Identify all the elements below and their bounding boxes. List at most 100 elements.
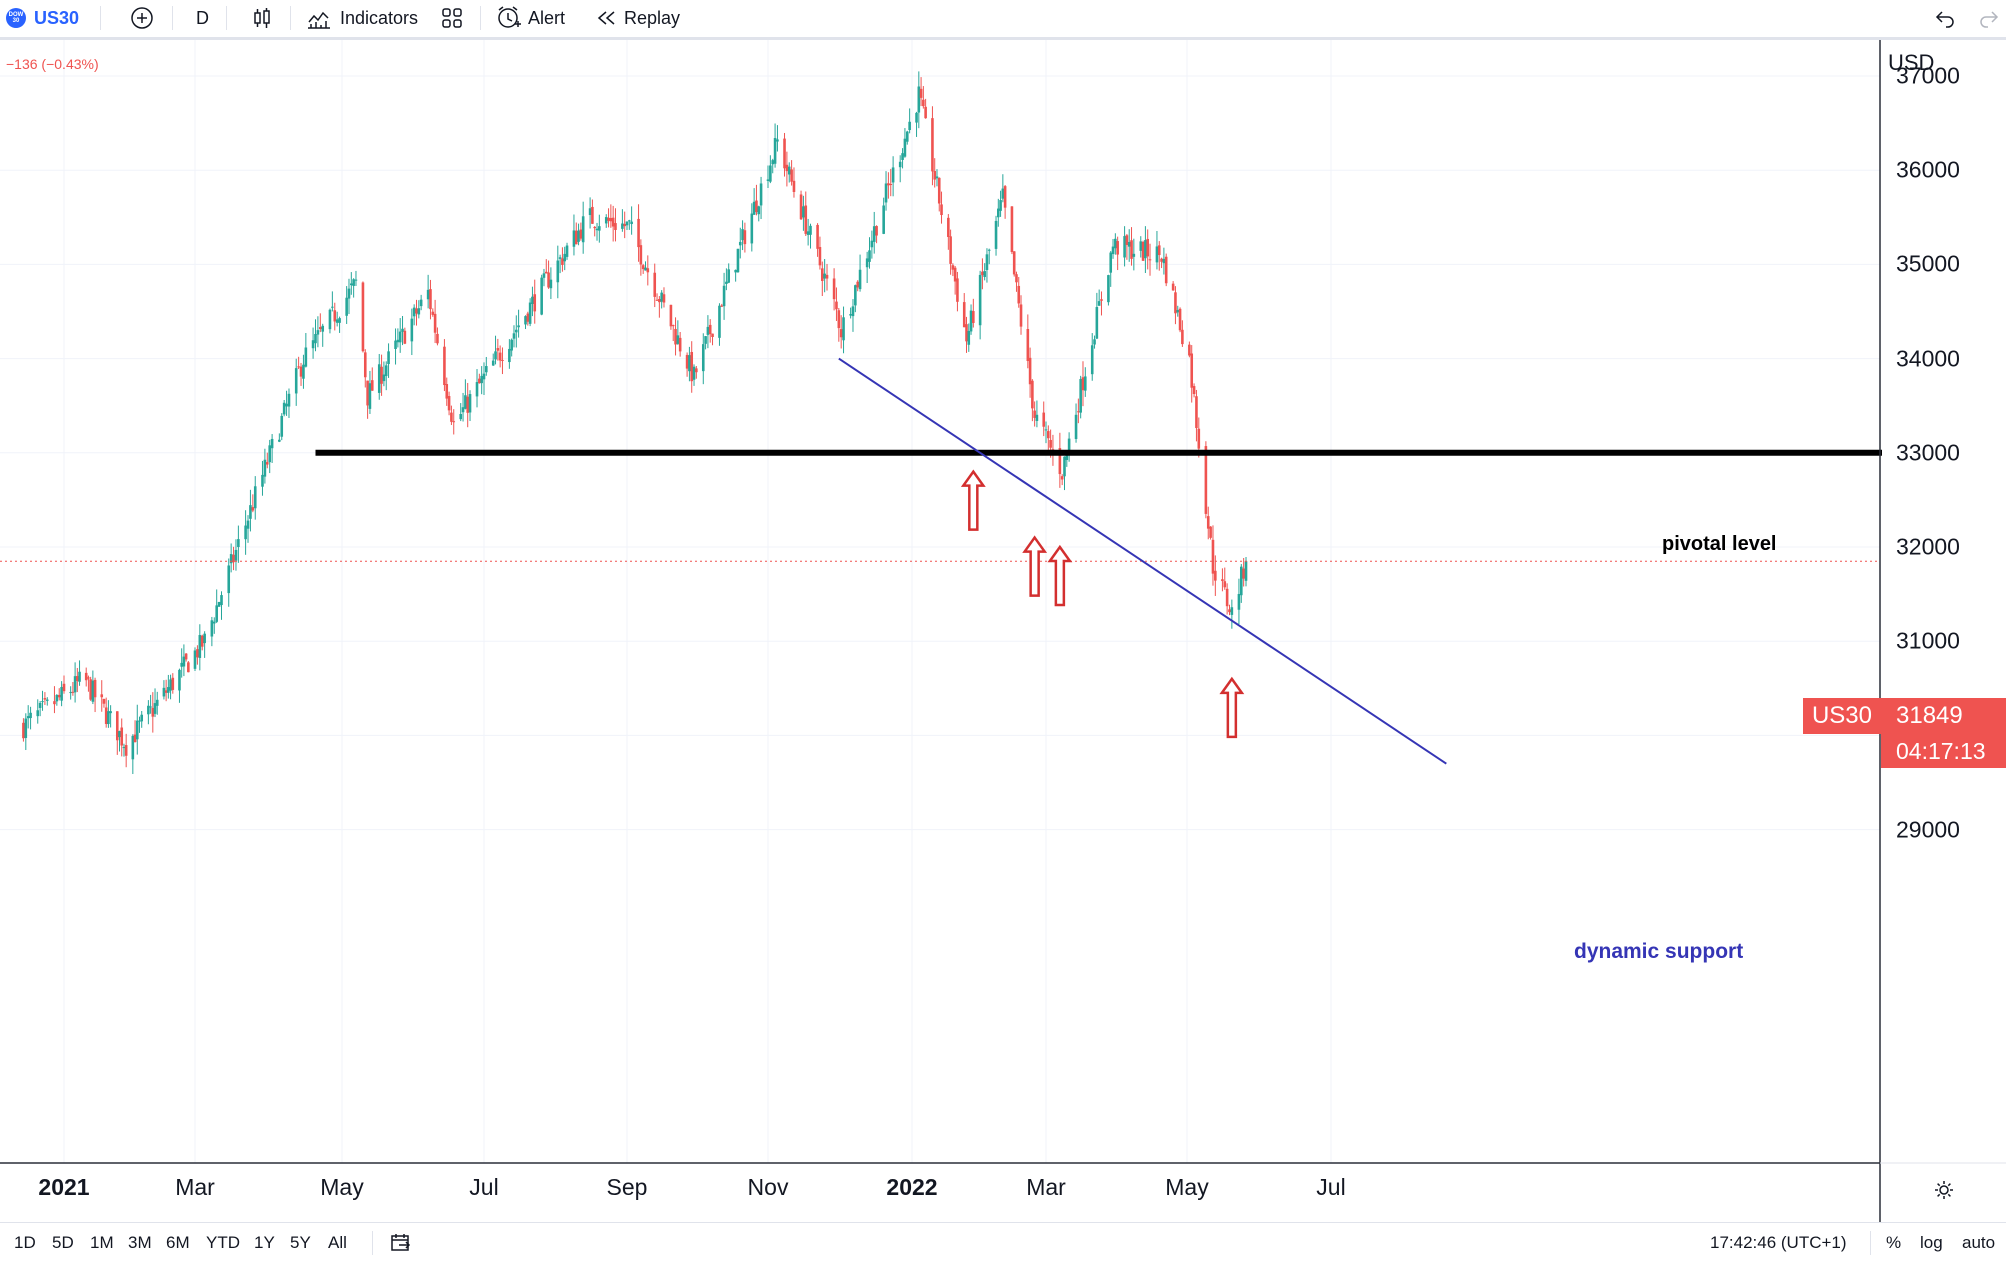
candle-body: [832, 278, 836, 300]
candle-body: [229, 554, 233, 564]
time-tick-label: Mar: [1026, 1174, 1066, 1200]
range-button-3m[interactable]: 3M: [128, 1233, 152, 1252]
range-button-5d[interactable]: 5D: [52, 1233, 74, 1252]
candle-body: [89, 679, 92, 700]
candle-body: [736, 248, 740, 273]
log-scale-toggle[interactable]: log: [1920, 1233, 1943, 1252]
candle-body: [695, 368, 698, 373]
candle-body: [577, 230, 580, 242]
range-button-6m[interactable]: 6M: [166, 1233, 190, 1252]
candle-body: [314, 334, 317, 344]
interval-label: D: [196, 7, 209, 28]
candle-body: [1035, 414, 1039, 421]
dynamic-support-label: dynamic support: [1574, 940, 1744, 963]
candle-body: [547, 272, 550, 288]
currency-label[interactable]: USD: [1888, 50, 1935, 75]
candle-body: [491, 360, 495, 366]
candle-body: [931, 118, 934, 172]
candle-body: [563, 253, 567, 262]
chart-settings-button[interactable]: [1932, 1178, 1956, 1207]
indicators-button[interactable]: Indicators: [306, 0, 418, 36]
candle-body: [268, 445, 272, 463]
candle-body: [120, 727, 124, 746]
candle-body: [45, 699, 49, 701]
candle-body: [69, 692, 72, 694]
candle-body: [287, 393, 291, 407]
layout-grid-button[interactable]: [440, 0, 464, 36]
price-tick-label: 34000: [1896, 345, 1960, 372]
candle-body: [1174, 292, 1177, 314]
price-change-legend: −136 (−0.43%): [6, 56, 99, 72]
candle-body: [347, 288, 351, 299]
candle-body: [856, 281, 860, 288]
candle-body: [319, 327, 322, 330]
symbol-search-button[interactable]: DOW 30 US30: [6, 0, 79, 36]
candle-body: [1178, 308, 1182, 331]
candle-body: [196, 649, 199, 658]
candle-body: [835, 301, 838, 310]
candle-body: [62, 683, 66, 692]
candle-body: [433, 313, 437, 333]
candle-body: [1242, 568, 1245, 579]
redo-button[interactable]: [1978, 0, 2000, 36]
candle-body: [426, 289, 430, 300]
range-button-1m[interactable]: 1M: [90, 1233, 114, 1252]
candle-body: [200, 635, 204, 647]
goto-date-button[interactable]: [390, 1233, 412, 1258]
auto-scale-toggle[interactable]: auto: [1962, 1233, 1996, 1252]
range-button-ytd[interactable]: YTD: [206, 1233, 240, 1252]
candle-body: [809, 225, 812, 235]
candle-body: [370, 380, 374, 391]
price-chart[interactable]: [0, 40, 2006, 1222]
candle-body: [445, 384, 449, 399]
range-button-1d[interactable]: 1D: [14, 1233, 36, 1252]
toolbar-divider: [1870, 1231, 1871, 1255]
candle-body: [155, 699, 159, 706]
candle-body: [708, 324, 712, 335]
range-button-all[interactable]: All: [328, 1233, 347, 1252]
candle-body: [1028, 357, 1032, 385]
undo-button[interactable]: [1934, 0, 1956, 36]
bar-style-button[interactable]: [250, 0, 274, 36]
candle-body: [91, 680, 95, 702]
candle-body: [361, 282, 365, 352]
range-button-1y[interactable]: 1Y: [254, 1233, 275, 1252]
candle-body: [387, 351, 390, 365]
candle-body: [1083, 376, 1087, 391]
candle-body: [1192, 386, 1196, 395]
replay-button[interactable]: Replay: [596, 0, 680, 36]
candle-body: [36, 710, 40, 717]
interval-button[interactable]: D: [196, 0, 209, 36]
candle-body: [1176, 310, 1180, 313]
candle-body: [1107, 275, 1110, 303]
last-price-marker: US30 31849 04:17:13: [1803, 698, 2006, 768]
candle-body: [611, 217, 615, 227]
candle-body: [398, 331, 402, 343]
clock-timezone[interactable]: 17:42:46 (UTC+1): [1710, 1233, 1847, 1252]
candle-body: [1095, 307, 1099, 339]
candle-body: [1162, 258, 1166, 264]
candle-body: [321, 325, 325, 332]
alert-clock-icon: [498, 6, 521, 28]
candle-body: [328, 309, 332, 330]
add-symbol-button[interactable]: [130, 0, 154, 36]
candle-body: [706, 326, 710, 335]
candle-body: [837, 310, 841, 329]
candle-body: [655, 299, 659, 301]
up-arrow-icon: [960, 469, 986, 531]
candle-body: [1017, 285, 1021, 304]
candle-body: [1033, 410, 1036, 418]
candle-body: [466, 396, 470, 413]
candle-body: [151, 707, 155, 717]
candle-body: [304, 347, 308, 367]
candle-body: [366, 380, 369, 406]
candle-body: [203, 633, 206, 644]
candle-body: [887, 183, 890, 186]
candle-body: [396, 339, 400, 343]
alert-button[interactable]: Alert: [496, 0, 565, 36]
percent-scale-toggle[interactable]: %: [1886, 1233, 1902, 1252]
range-button-5y[interactable]: 5Y: [290, 1233, 311, 1252]
candle-body: [1130, 240, 1133, 259]
candle-body: [951, 265, 955, 270]
candle-body: [311, 340, 315, 349]
